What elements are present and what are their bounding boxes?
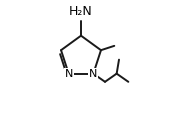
Text: H₂N: H₂N xyxy=(69,5,92,18)
Text: N: N xyxy=(64,69,73,79)
Text: N: N xyxy=(89,69,97,79)
